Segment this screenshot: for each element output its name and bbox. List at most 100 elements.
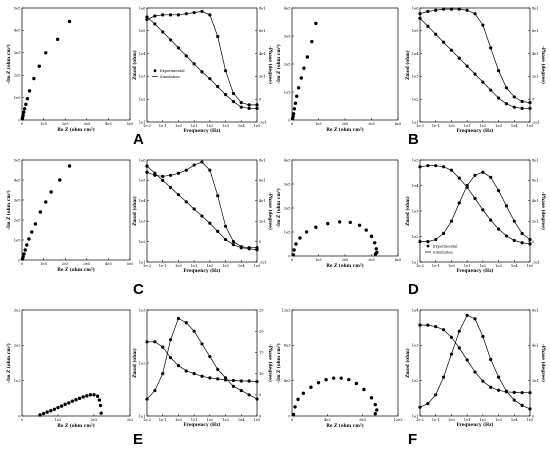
x-tick-label: 2e5: [62, 262, 69, 266]
y-tick-label: 1e2: [412, 235, 419, 239]
data-point: [369, 396, 374, 400]
x-tick-label: 2e5: [342, 258, 349, 262]
y2-tick-label: 2e1: [259, 220, 266, 224]
phase-data-point: [434, 393, 438, 397]
modulus-data-point: [457, 176, 461, 180]
y-tick-label: 1e4: [412, 52, 419, 56]
phase-data-point: [434, 237, 438, 242]
modulus-data-point: [216, 377, 220, 381]
x-tick-label: 2e5: [62, 122, 69, 126]
x-tick-label: 1e5: [254, 124, 261, 128]
x-tick-label: 1e2: [480, 124, 487, 128]
phase-data-point: [512, 219, 516, 223]
x-tick-label: 3e5: [368, 258, 375, 262]
phase-data-point: [176, 316, 181, 321]
y2-tick-label: 0: [259, 414, 262, 418]
x-tick-label: 1e4: [511, 418, 518, 422]
y-axis-label: -Im Z (ohm cm²): [6, 190, 12, 230]
y-tick-label: 1e5: [139, 179, 146, 183]
x-tick-label: 3e5: [368, 122, 375, 126]
y-tick-label: 3e5: [14, 198, 21, 202]
x-tick-label: 4e5: [395, 122, 402, 126]
y-tick-label: 4e5: [14, 178, 21, 182]
y2-axis-label: -Phase (degree): [267, 344, 272, 382]
modulus-data-point: [184, 200, 188, 204]
modulus-data-point: [145, 164, 149, 168]
modulus-data-point: [255, 379, 259, 384]
x-tick-label: 1e-1: [432, 124, 440, 128]
x-tick-label: 1e3: [222, 124, 229, 128]
panel-b1-nyquist: 0 1e5 2e5 3e5 4e5 0 1e5 2e5 3e5 4e5 Re Z (ohm cm²)…: [276, 6, 402, 133]
data-point: [41, 411, 46, 416]
phase-data-point: [520, 231, 524, 236]
legend: Experimental Simulation: [425, 244, 458, 254]
y2-axis-label: -Phase (degree): [267, 46, 272, 84]
data-point: [364, 228, 368, 232]
phase-data-point: [449, 352, 454, 356]
y-tick-label: 1e3: [412, 75, 419, 79]
modulus-data-point: [473, 370, 477, 374]
x-tick-label: 1e0: [175, 124, 182, 128]
modulus-data-point: [426, 323, 430, 327]
y2-tick-label: 6e1: [532, 179, 539, 183]
y2-tick-label: 2e1: [532, 75, 539, 79]
data-point: [296, 397, 300, 402]
modulus-data-point: [504, 102, 509, 106]
panel-c2-bode: 1e-2 1e-1 1e0 1e1 1e2 1e3 1e4 1e5 1e1 1e2 1e3 1e4 1e…: [133, 158, 272, 274]
data-point: [305, 55, 310, 59]
data-point: [373, 252, 378, 256]
x-tick-label: 1e-2: [416, 264, 424, 268]
y-axis-label: Zmod (ohm): [406, 348, 411, 378]
y-tick-label: 0: [18, 258, 21, 262]
x-axis-label: Frequency (Hz): [183, 129, 220, 134]
y-tick-label: 0: [18, 414, 21, 418]
data-point: [339, 376, 343, 380]
data-point: [291, 112, 296, 116]
phase-data-point: [426, 402, 430, 406]
y-tick-label: 4e3: [284, 379, 291, 383]
modulus-data-point: [426, 164, 430, 168]
panel-label-b: B: [408, 131, 419, 148]
phase-data-point: [145, 170, 149, 174]
y-tick-label: 5e5: [14, 6, 21, 10]
y-tick-label: 4e5: [284, 158, 291, 162]
phase-data-point: [473, 12, 477, 16]
modulus-data-point: [418, 16, 422, 20]
plot-frame: [21, 309, 131, 417]
y-tick-label: 1e1: [139, 414, 146, 418]
phase-data-point: [247, 393, 251, 397]
modulus-data-point: [441, 40, 446, 44]
data-point: [21, 255, 25, 259]
x-tick-label: 1e0: [175, 418, 182, 422]
data-point: [291, 253, 296, 257]
modulus-data-point: [434, 325, 438, 329]
phase-data-point: [504, 204, 509, 208]
y-tick-label: 1e2: [139, 240, 146, 244]
y-tick-label: 2e5: [14, 74, 21, 78]
data-point: [55, 37, 60, 42]
x-tick-label: 0: [21, 262, 24, 266]
x-tick-label: 1e4: [238, 264, 245, 268]
data-point: [74, 398, 78, 402]
x-tick-label: 1e-1: [432, 264, 440, 268]
data-point: [67, 19, 72, 24]
y2-tick-label: 2e1: [259, 75, 266, 79]
data-point: [302, 66, 306, 70]
legend-label-experimental: Experimental: [433, 244, 458, 248]
x-tick-label: 1e2: [207, 418, 214, 422]
phase-data-point: [184, 12, 188, 16]
modulus-data-point: [481, 208, 485, 212]
panel-e1-nyquist: 0 1e2 2e2 3e2 0 1e2 2e2 3e2 Re Z (ohm cm²) -Im Z …: [6, 308, 133, 429]
modulus-data-point: [208, 376, 212, 380]
x-tick-label: 4e5: [105, 262, 112, 266]
modulus-data-point: [520, 106, 524, 110]
data-point: [81, 395, 85, 399]
y2-tick-label: 0: [259, 240, 262, 244]
x-tick-label: 1e2: [207, 264, 214, 268]
phase-data-point: [255, 103, 259, 107]
phase-data-point: [200, 342, 204, 346]
data-point: [67, 401, 71, 405]
y-tick-label: 1e2: [139, 98, 146, 102]
y-tick-label: 4e5: [284, 6, 291, 10]
x-tick-label: 3e2: [127, 418, 134, 422]
